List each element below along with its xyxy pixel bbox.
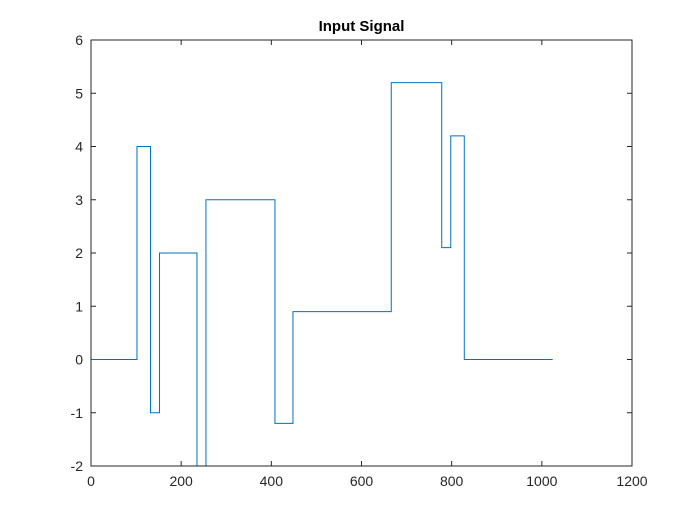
y-tick-label: -1 <box>71 405 84 421</box>
y-tick-label: 0 <box>75 352 83 368</box>
x-tick-label: 200 <box>169 473 193 489</box>
x-tick-label: 0 <box>87 473 95 489</box>
x-tick-label: 600 <box>350 473 374 489</box>
y-tick-label: 5 <box>75 85 83 101</box>
chart-title: Input Signal <box>319 18 405 35</box>
y-tick-label: 4 <box>75 139 83 155</box>
y-tick-label: 3 <box>75 192 83 208</box>
x-tick-label: 400 <box>260 473 284 489</box>
y-tick-label: 2 <box>75 245 83 261</box>
y-tick-label: 6 <box>75 32 83 48</box>
y-tick-label: -2 <box>71 458 84 474</box>
x-tick-label: 800 <box>440 473 464 489</box>
x-tick-label: 1200 <box>616 473 647 489</box>
series-line <box>91 82 553 467</box>
plot-frame <box>90 39 633 467</box>
series-layer <box>91 82 553 467</box>
y-tick-label: 1 <box>75 298 83 314</box>
x-tick-label: 1000 <box>526 473 557 489</box>
tick-labels: 0 200 400 600 800 1000 1200 -2 -1 0 1 2 3 4 5 6 <box>71 32 648 489</box>
